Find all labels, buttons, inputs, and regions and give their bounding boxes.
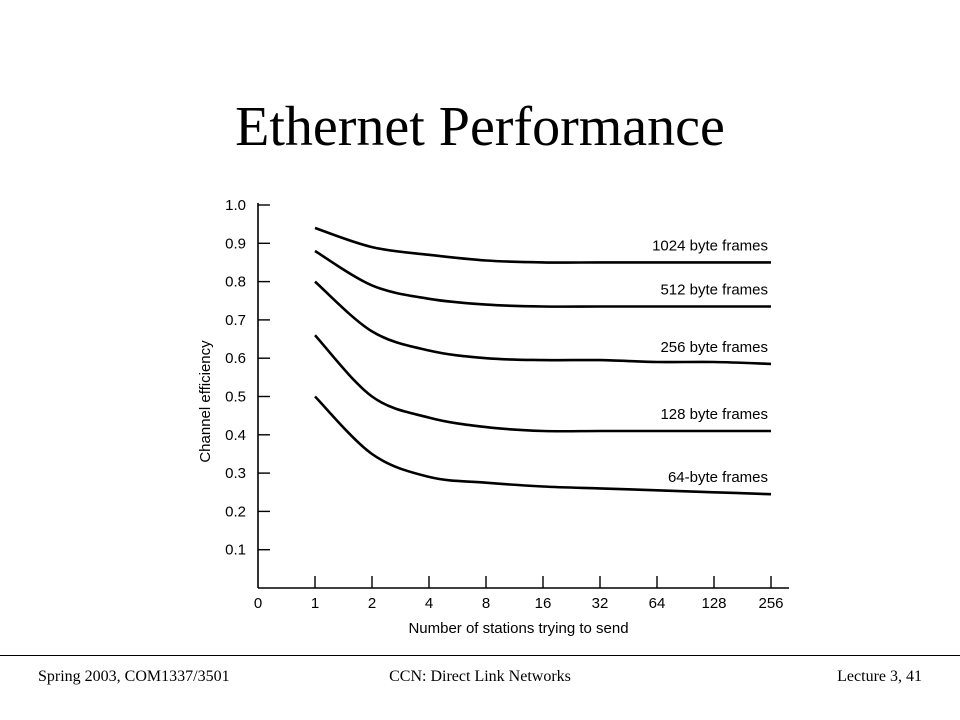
x-tick-label: 4 bbox=[425, 595, 433, 612]
footer-course: Spring 2003, COM1337/3501 bbox=[38, 668, 230, 685]
y-tick-label: 0.1 bbox=[225, 542, 246, 559]
series-label-1: 1024 byte frames bbox=[652, 237, 768, 254]
y-axis-label: Channel efficiency bbox=[197, 340, 214, 463]
x-tick-label: 1 bbox=[311, 595, 319, 612]
series-label-5: 64-byte frames bbox=[668, 469, 768, 486]
y-tick-label: 0.7 bbox=[225, 312, 246, 329]
series-label-3: 256 byte frames bbox=[660, 339, 768, 356]
y-tick-label: 0.9 bbox=[225, 235, 246, 252]
y-tick-label: 0.5 bbox=[225, 389, 246, 406]
series-line-1 bbox=[314, 226, 771, 264]
footer-lecture: Lecture 3, 41 bbox=[837, 668, 922, 685]
y-tick-label: 0.8 bbox=[225, 274, 246, 291]
x-tick-label: 64 bbox=[649, 595, 666, 612]
x-tick-label: 0 bbox=[254, 595, 262, 612]
series-line-5 bbox=[314, 395, 772, 496]
series-label-4: 128 byte frames bbox=[660, 406, 768, 423]
y-tick-label: 1.0 bbox=[225, 197, 246, 214]
series-line-2 bbox=[314, 249, 771, 308]
x-tick-label: 2 bbox=[368, 595, 376, 612]
series-label-2: 512 byte frames bbox=[660, 281, 768, 298]
footer-topic: CCN: Direct Link Networks bbox=[389, 668, 571, 685]
y-tick-label: 0.6 bbox=[225, 350, 246, 367]
footer-divider bbox=[0, 655, 960, 656]
x-tick-label: 32 bbox=[592, 595, 609, 612]
x-tick-label: 128 bbox=[701, 595, 726, 612]
x-axis-label: Number of stations trying to send bbox=[408, 620, 628, 637]
slide-title: Ethernet Performance bbox=[235, 96, 725, 158]
series-line-4 bbox=[314, 334, 771, 433]
series-line-3 bbox=[314, 280, 772, 366]
x-tick-label: 8 bbox=[482, 595, 490, 612]
y-tick-label: 0.3 bbox=[225, 465, 246, 482]
y-tick-label: 0.2 bbox=[225, 503, 246, 520]
y-tick-label: 0.4 bbox=[225, 427, 246, 444]
x-tick-label: 16 bbox=[535, 595, 552, 612]
x-tick-label: 256 bbox=[758, 595, 783, 612]
